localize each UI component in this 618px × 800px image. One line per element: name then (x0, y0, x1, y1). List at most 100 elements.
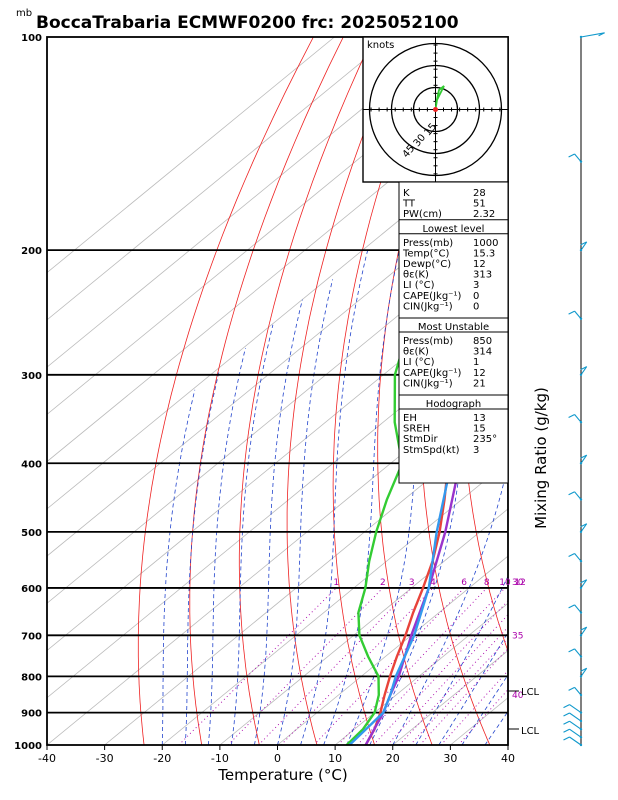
wind-barb-staff (569, 704, 582, 714)
index-value: 51 (473, 199, 486, 210)
index-label: TT (402, 199, 416, 210)
index-label: Press(mb) (403, 336, 453, 347)
wind-barb-flag (568, 153, 575, 158)
moist-adiabat (231, 324, 274, 745)
wind-barb-staff (580, 579, 588, 589)
isotherm (47, 37, 335, 274)
temperature-tick-label: 10 (328, 752, 342, 765)
wind-barb-flag (580, 454, 587, 459)
temperature-tick-label: -10 (211, 752, 229, 765)
theta-e-label: 40 (512, 691, 524, 701)
index-value: 12 (473, 259, 486, 270)
unit-mb-label: mb (16, 8, 32, 19)
wind-barbs (563, 32, 605, 747)
wind-barb-flag (580, 523, 587, 528)
profile-line-virtual (348, 244, 508, 745)
pressure-tick-label: 700 (21, 631, 42, 642)
index-section-title: Lowest level (423, 224, 485, 235)
theta-e-labels: 30 35 40 (512, 578, 524, 701)
mixing-ratio-label: 2 (380, 578, 386, 588)
lcl-label-surface: LCL (521, 726, 540, 737)
pressure-tick-label: 1000 (14, 741, 42, 752)
theta-e-label: 30 (512, 578, 524, 588)
moist-adiabat (300, 250, 369, 745)
wind-barb-flag (563, 720, 570, 725)
moist-adiabat (392, 462, 508, 745)
index-label: CAPE(Jkg⁻¹) (403, 291, 461, 302)
index-label: Dewp(°C) (403, 259, 451, 270)
temperature-axis: -40 -30 -20 -10 0 10 20 30 40 (38, 745, 515, 765)
index-value: 21 (473, 378, 486, 389)
dry-adiabat (238, 37, 374, 745)
wind-barb-staff (574, 553, 582, 562)
dry-adiabat (542, 37, 618, 745)
wind-barb-staff (574, 491, 582, 500)
index-label: K (403, 188, 410, 199)
index-value: 15 (473, 424, 486, 435)
lcl-markers: LCL LCL (508, 687, 540, 737)
isotherm (507, 744, 508, 745)
mixing-ratio-line (398, 626, 508, 745)
index-section-title: Most Unstable (418, 322, 489, 333)
wind-barb-staff (580, 667, 588, 677)
pressure-tick-label: 500 (21, 528, 42, 539)
index-label: CAPE(Jkg⁻¹) (403, 368, 461, 379)
wind-barb-staff (574, 604, 582, 613)
mixing-ratio-label: 6 (461, 578, 467, 588)
pressure-tick-label: 900 (21, 709, 42, 720)
wind-barb-staff (569, 736, 582, 746)
index-label: LI (°C) (403, 357, 435, 368)
isotherm (47, 177, 508, 557)
wind-barb-staff (574, 687, 582, 696)
wind-barb-staff (580, 454, 588, 464)
index-value: 13 (473, 413, 486, 424)
moist-adiabat (184, 369, 220, 745)
wind-barb-flag (580, 667, 587, 672)
wind-barb-flag (580, 241, 587, 246)
mixing-ratio-line (313, 587, 465, 745)
mixing-ratio-line (373, 600, 508, 745)
wind-barb-flag (568, 648, 575, 653)
wind-barb-staff (574, 153, 582, 163)
index-value: 2.32 (473, 209, 495, 220)
index-value: 1000 (473, 238, 498, 249)
wind-barb-flag (568, 686, 575, 691)
index-value: 12 (473, 368, 486, 379)
mixing-ratio-label: 8 (484, 578, 490, 588)
mixing-ratio-line (440, 670, 508, 745)
pressure-tick-label: 400 (21, 459, 42, 470)
index-label: θε(K) (403, 347, 429, 358)
index-label: Temp(°C) (402, 248, 450, 259)
wind-barb-staff (580, 523, 588, 533)
hodograph-unit: knots (367, 40, 394, 51)
wind-barb-flag (563, 704, 570, 709)
temperature-tick-label: 30 (443, 752, 457, 765)
mixing-ratio-label: 1 (333, 578, 339, 588)
index-value: 3 (473, 280, 479, 291)
moist-adiabat (254, 299, 303, 745)
wind-barb-flag (580, 366, 587, 371)
wind-barb-flag (568, 491, 575, 496)
isotherm (162, 461, 508, 745)
wind-barb-flag (563, 736, 570, 741)
pressure-tick-label: 800 (21, 672, 42, 683)
temperature-tick-label: -30 (96, 752, 114, 765)
pressure-tick-label: 300 (21, 371, 42, 382)
theta-e-label: 35 (512, 631, 523, 641)
index-value: 850 (473, 336, 492, 347)
temperature-tick-label: 20 (386, 752, 400, 765)
index-value: 313 (473, 270, 492, 281)
index-label: EH (403, 413, 417, 424)
isotherm (219, 508, 508, 745)
wind-barb-flag (568, 604, 575, 609)
wind-barb-staff (574, 310, 582, 320)
index-label: CIN(Jkg⁻¹) (403, 301, 453, 312)
wind-barb-flag (563, 728, 570, 733)
pressure-tick-label: 100 (21, 33, 42, 44)
index-section-title: Hodograph (426, 399, 481, 410)
index-label: SREH (403, 424, 430, 435)
wind-barb-flag (598, 32, 605, 37)
wind-barb-flag (563, 712, 570, 717)
wind-barb-staff (580, 241, 588, 251)
